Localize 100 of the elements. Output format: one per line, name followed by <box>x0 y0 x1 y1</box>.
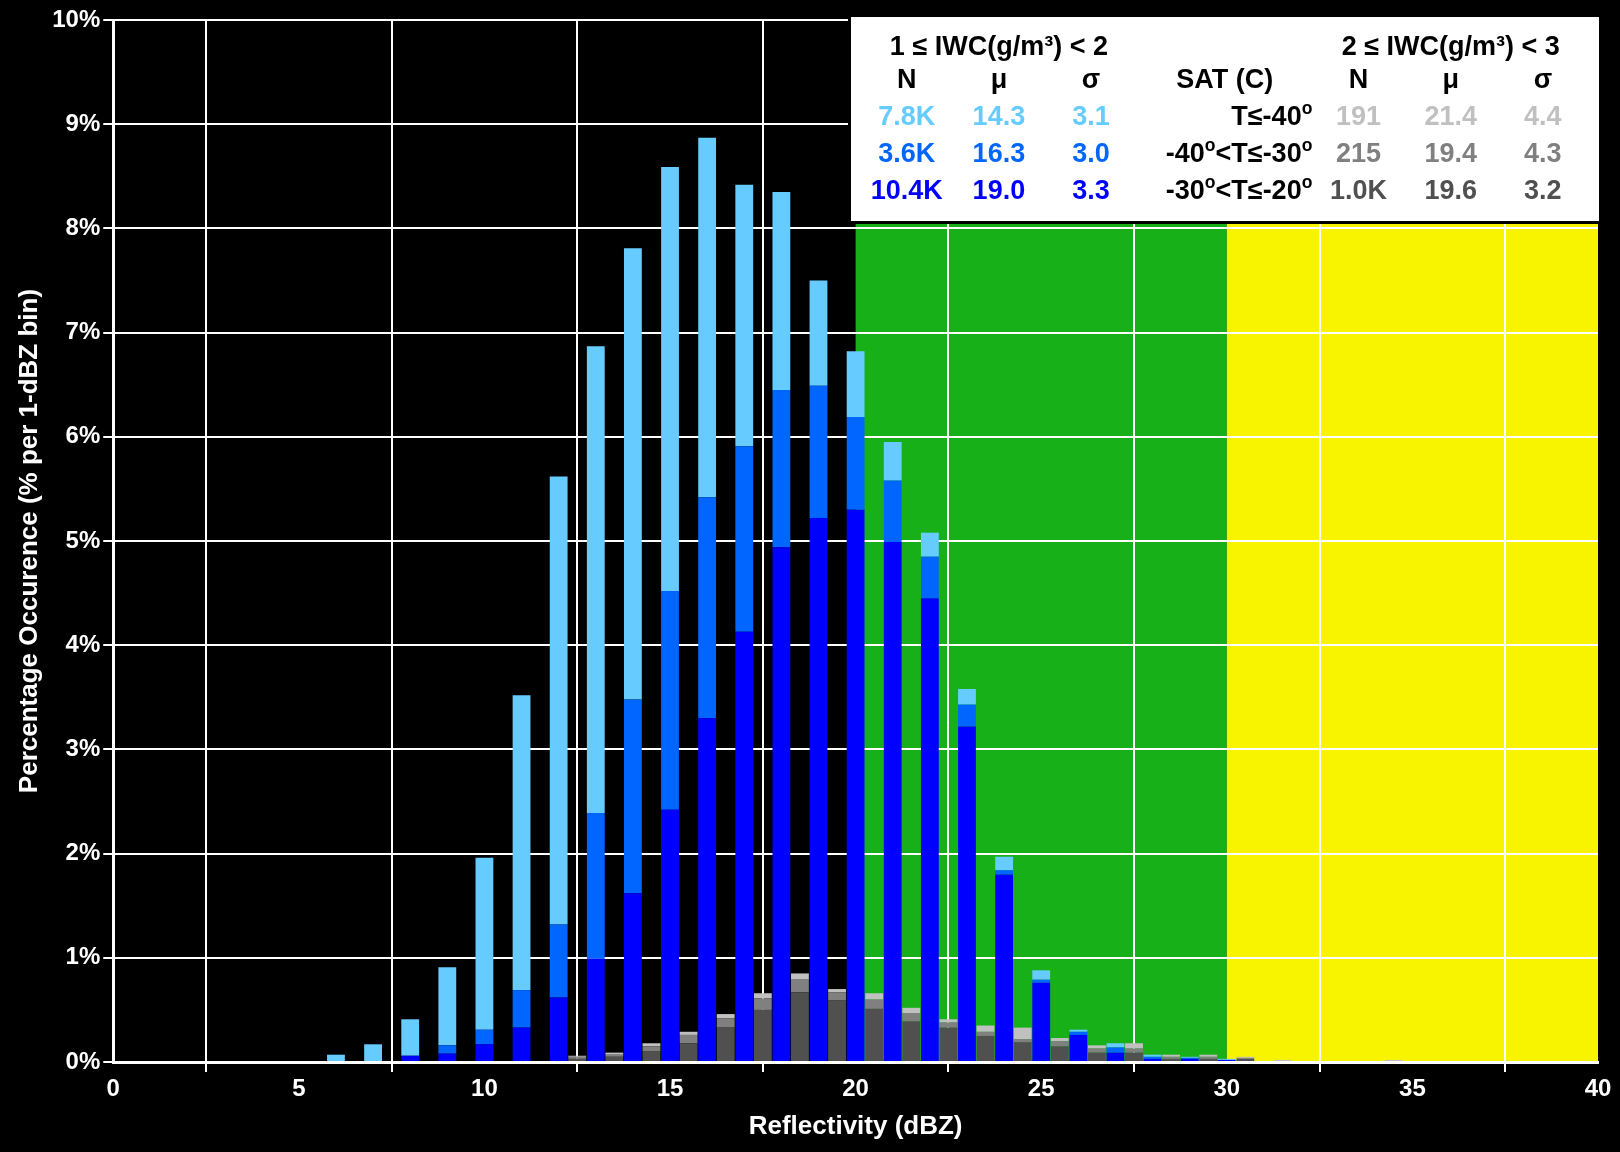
annotation: 19.4 <box>1423 137 1478 170</box>
annotation: 3.6K <box>877 137 937 170</box>
bar <box>735 184 754 447</box>
bar <box>1125 1043 1143 1049</box>
bar <box>976 1035 995 1061</box>
bar <box>698 497 717 719</box>
bar <box>549 924 568 998</box>
bar <box>679 1043 698 1061</box>
bar <box>1106 1052 1125 1061</box>
annotation: μ <box>1441 63 1460 96</box>
x-axis-title: Reflectivity (dBZ) <box>748 1109 963 1140</box>
annotation: μ <box>989 63 1009 96</box>
bar <box>846 417 865 510</box>
bar <box>1087 1048 1106 1053</box>
bar <box>753 998 772 1010</box>
bar <box>475 1029 494 1045</box>
x-tick-label: 0 <box>106 1074 120 1102</box>
bar <box>698 137 717 498</box>
bar <box>438 1053 457 1061</box>
bar <box>586 346 605 813</box>
bar <box>642 1043 661 1047</box>
x-tick-label: 5 <box>292 1074 306 1102</box>
x-tick-label: 35 <box>1399 1074 1426 1102</box>
y-tick-label: 9% <box>65 108 101 136</box>
annotation: 1 ≤ IWC(g/m³) < 2 <box>888 31 1109 61</box>
bar <box>1013 1027 1032 1040</box>
bar <box>623 248 642 700</box>
bar <box>623 893 642 1061</box>
bar <box>716 1014 735 1019</box>
bar <box>512 1027 531 1061</box>
annotation: 4.4 <box>1523 100 1563 133</box>
bar <box>772 389 791 548</box>
bar <box>846 509 865 1061</box>
bar <box>902 1013 921 1022</box>
y-tick-label: 2% <box>65 838 101 866</box>
bar <box>716 1027 735 1061</box>
bar <box>809 385 828 519</box>
annotation: SAT (C) <box>1175 63 1275 96</box>
y-tick-label: 4% <box>65 629 101 657</box>
bar <box>1032 970 1051 980</box>
annotation: 3.0 <box>1071 137 1111 170</box>
bar <box>716 1018 735 1028</box>
bar <box>661 591 679 810</box>
bar <box>995 856 1013 871</box>
bar <box>1050 1038 1069 1042</box>
annotation: 10.4K <box>869 174 944 207</box>
annotation: -30$^{o}$<T≤-20$^{o}$ <box>1164 172 1313 207</box>
bar <box>753 1009 772 1061</box>
bar <box>679 1034 698 1044</box>
bar <box>364 1044 382 1061</box>
bar <box>865 993 884 1000</box>
annotation: 3.3 <box>1071 174 1111 207</box>
y-tick-label: 8% <box>65 213 101 241</box>
bar <box>605 1056 624 1061</box>
bar <box>920 556 939 599</box>
bar <box>586 812 605 959</box>
bar <box>586 958 605 1061</box>
x-tick-label: 10 <box>471 1074 498 1102</box>
annotation: 3.2 <box>1523 174 1563 207</box>
bar <box>1032 979 1051 983</box>
bar <box>475 857 494 1030</box>
bar <box>958 688 976 705</box>
bar <box>753 993 772 999</box>
bar <box>939 1019 958 1023</box>
annotation: 3.1 <box>1071 100 1111 133</box>
y-tick-label: 0% <box>65 1046 101 1074</box>
bar <box>1087 1045 1106 1049</box>
bar <box>401 1019 420 1056</box>
bar <box>1069 1034 1088 1061</box>
bar <box>920 532 939 557</box>
annotation: N <box>895 63 918 96</box>
annotation: 191 <box>1334 100 1382 133</box>
annotation: 1.0K <box>1328 174 1388 207</box>
annotation: σ <box>1532 63 1554 96</box>
annotation: T≤-40$^{o}$ <box>1230 98 1313 133</box>
annotation: σ <box>1080 63 1102 96</box>
bar <box>920 598 939 1061</box>
y-tick-label: 5% <box>65 525 101 553</box>
y-axis-title: Percentage Occurence (% per 1-dBZ bin) <box>12 288 43 794</box>
bar <box>809 280 828 386</box>
bar <box>1125 1048 1143 1053</box>
bar <box>865 1008 884 1061</box>
bar <box>512 990 531 1028</box>
bar <box>1013 1042 1032 1061</box>
bar <box>865 999 884 1009</box>
annotation: 2 ≤ IWC(g/m³) < 3 <box>1340 31 1561 61</box>
annotation: 215 <box>1334 137 1382 170</box>
y-tick-label: 7% <box>65 317 101 345</box>
bar <box>939 1022 958 1028</box>
bar <box>512 695 531 991</box>
bar <box>661 166 679 592</box>
bar <box>1050 1046 1069 1061</box>
bar <box>791 973 809 980</box>
y-tick-label: 10% <box>52 4 101 32</box>
bar <box>1050 1041 1069 1047</box>
bar <box>772 547 791 1061</box>
bar <box>883 542 902 1061</box>
y-tick-label: 1% <box>65 942 101 970</box>
bar <box>828 1000 846 1061</box>
bar <box>735 446 754 632</box>
